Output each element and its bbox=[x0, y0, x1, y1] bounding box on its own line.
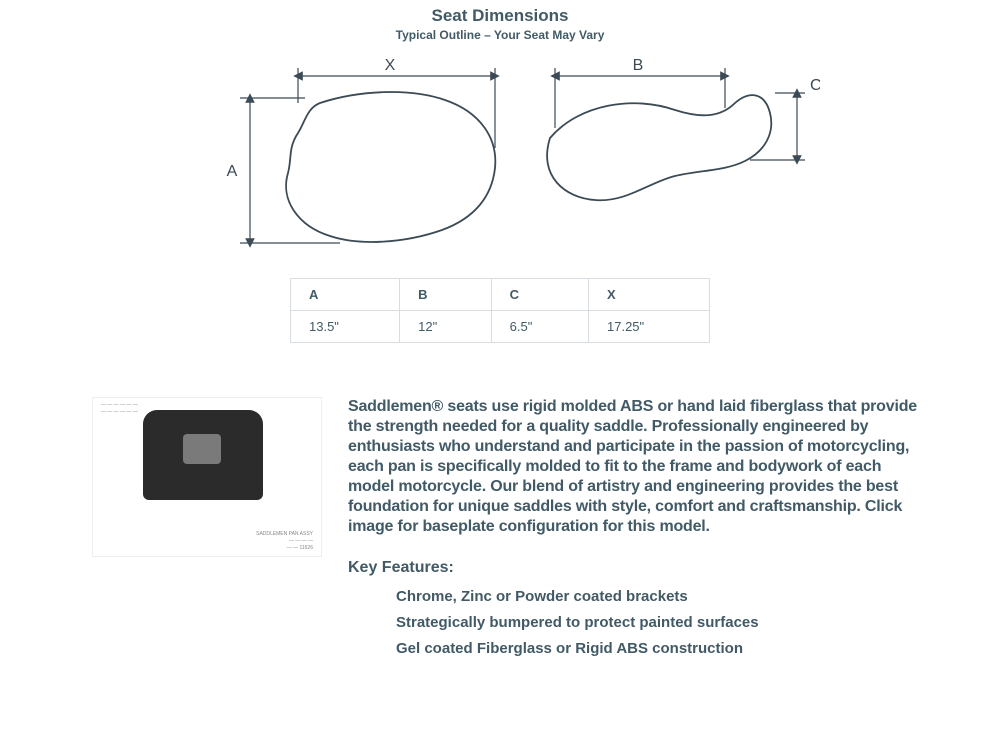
col-b: B bbox=[400, 279, 491, 311]
table-row: 13.5" 12" 6.5" 17.25" bbox=[291, 311, 710, 343]
dim-label-c: C bbox=[810, 77, 820, 94]
list-item: Strategically bumpered to protect painte… bbox=[396, 611, 920, 635]
col-x: X bbox=[589, 279, 710, 311]
dim-label-x: X bbox=[385, 57, 396, 74]
dimension-diagram: X A B C bbox=[0, 48, 1000, 268]
seat-side-outline bbox=[547, 95, 771, 200]
cell-x: 17.25" bbox=[589, 311, 710, 343]
cell-c: 6.5" bbox=[491, 311, 588, 343]
cell-b: 12" bbox=[400, 311, 491, 343]
dim-label-a: A bbox=[227, 163, 238, 180]
key-features-heading: Key Features: bbox=[348, 559, 920, 577]
col-c: C bbox=[491, 279, 588, 311]
seat-outline-svg: X A B C bbox=[180, 48, 820, 268]
list-item: Chrome, Zinc or Powder coated brackets bbox=[396, 585, 920, 609]
baseplate-shape bbox=[143, 410, 263, 500]
description-paragraph: Saddlemen® seats use rigid molded ABS or… bbox=[348, 397, 920, 537]
list-item: Gel coated Fiberglass or Rigid ABS const… bbox=[396, 637, 920, 661]
seat-top-outline bbox=[286, 92, 495, 242]
page-title: Seat Dimensions bbox=[0, 6, 1000, 26]
key-features-list: Chrome, Zinc or Powder coated brackets S… bbox=[348, 585, 920, 661]
page-subtitle: Typical Outline – Your Seat May Vary bbox=[0, 28, 1000, 42]
cell-a: 13.5" bbox=[291, 311, 400, 343]
thumbnail-bottom-notes: SADDLEMEN PAN ASSY— — — —— — 11626 bbox=[101, 531, 313, 552]
dimensions-table: A B C X 13.5" 12" 6.5" 17.25" bbox=[290, 278, 710, 343]
dim-label-b: B bbox=[633, 57, 644, 74]
table-header-row: A B C X bbox=[291, 279, 710, 311]
col-a: A bbox=[291, 279, 400, 311]
baseplate-thumbnail[interactable]: — — — — — —— — — — — — SADDLEMEN PAN ASS… bbox=[92, 397, 322, 557]
